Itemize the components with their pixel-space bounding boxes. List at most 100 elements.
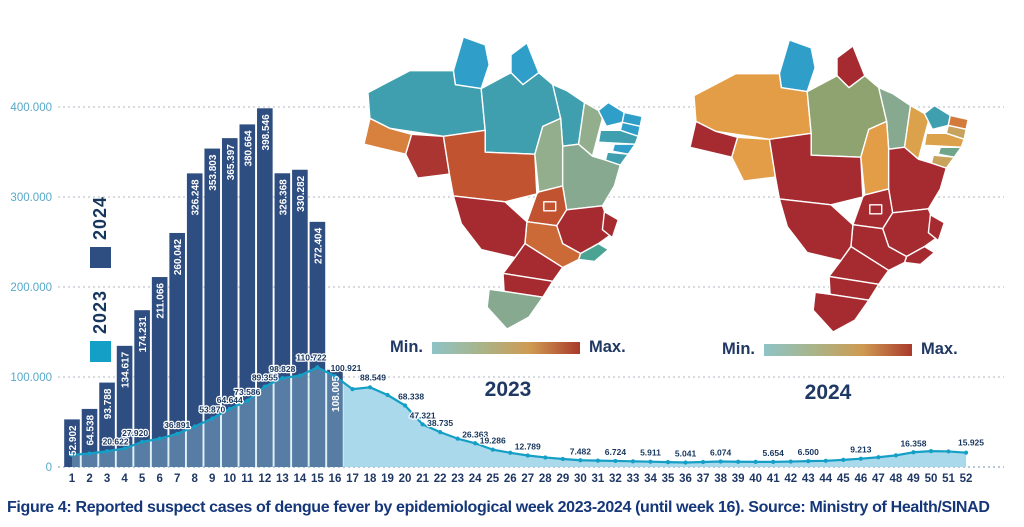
state-rr	[778, 39, 816, 93]
x-axis-tick: 40	[749, 473, 762, 485]
line-label-week-38: 6.074	[710, 448, 732, 458]
bar-label-week-10: 365.397	[226, 144, 237, 181]
line-label-week-52: 15.925	[958, 438, 984, 448]
point-week-5	[140, 439, 145, 444]
point-week-3	[104, 449, 110, 454]
state-ce	[597, 101, 625, 128]
line-label-week-16: 100.921	[331, 363, 362, 373]
point-week-31	[595, 458, 601, 463]
line-label-week-9: 53.870	[199, 405, 225, 415]
point-week-36	[683, 460, 688, 465]
legend-2024-label: 2024	[90, 196, 110, 241]
x-axis-tick: 44	[819, 473, 832, 485]
x-axis-tick: 37	[697, 473, 710, 485]
point-week-18	[367, 385, 373, 390]
bar-label-week-2: 64.538	[86, 414, 97, 445]
bar-week-3	[99, 382, 115, 467]
point-week-17	[350, 387, 355, 392]
line-label-week-21: 47.321	[410, 410, 436, 420]
x-axis-tick: 27	[521, 473, 534, 485]
state-rr	[452, 36, 490, 90]
x-axis-tick: 9	[209, 473, 215, 485]
x-axis-tick: 5	[139, 473, 146, 485]
x-axis-tick: 46	[854, 473, 867, 485]
line-label-week-12: 89.355	[252, 373, 278, 383]
map-title-2024: 2024	[804, 381, 852, 404]
x-axis-tick: 15	[311, 473, 324, 485]
line-label-week-49: 16.358	[900, 438, 926, 448]
point-week-24	[473, 441, 478, 446]
line-label-week-24: 26.363	[462, 429, 488, 439]
point-week-37	[700, 459, 706, 465]
x-axis-tick: 11	[241, 473, 254, 485]
gradient-bar-2023	[432, 341, 580, 354]
x-axis-tick: 39	[732, 473, 745, 485]
state-ac	[689, 120, 739, 158]
line-label-week-5: 27.920	[122, 428, 148, 438]
area-2023	[343, 382, 967, 467]
x-axis-tick: 36	[679, 473, 692, 485]
point-week-42	[788, 459, 793, 464]
x-axis-tick: 52	[960, 473, 973, 485]
x-axis-tick: 23	[451, 473, 464, 485]
state-ac	[363, 117, 413, 155]
line-label-week-18: 88.549	[360, 372, 386, 382]
x-axis-tick: 14	[293, 473, 306, 485]
bar-week-8	[186, 173, 203, 467]
state-pe	[923, 132, 965, 148]
state-df	[543, 201, 557, 212]
point-week-4	[122, 446, 127, 451]
point-week-32	[613, 458, 618, 464]
point-week-12	[262, 384, 267, 389]
min-label: Min.	[390, 338, 423, 356]
x-axis-tick: 21	[416, 473, 429, 485]
x-axis-tick: 1	[69, 473, 76, 485]
state-ms	[778, 198, 854, 262]
line-label-week-32: 6.724	[605, 447, 627, 457]
point-week-29	[560, 456, 565, 462]
state-rs	[486, 288, 544, 330]
min-label: Min.	[722, 340, 755, 358]
bar-week-13	[274, 173, 291, 467]
point-week-19	[385, 392, 390, 398]
bar-label-week-11: 380.664	[243, 130, 254, 167]
x-axis-tick: 47	[872, 473, 885, 485]
x-axis-tick: 25	[486, 473, 499, 485]
x-axis-tick: 16	[329, 473, 342, 485]
point-week-21	[420, 422, 425, 427]
bar-week-12	[257, 108, 273, 468]
point-week-11	[245, 398, 250, 403]
x-axis-tick: 3	[104, 473, 110, 485]
point-week-8	[192, 424, 197, 429]
brazil-choropleth-2024	[689, 39, 969, 333]
point-week-22	[438, 430, 443, 435]
x-axis-tick: 42	[784, 473, 797, 485]
line-label-week-46: 9.213	[850, 445, 872, 455]
point-week-34	[648, 459, 653, 464]
point-week-15	[315, 365, 320, 370]
state-es	[601, 211, 620, 239]
point-week-41	[771, 459, 776, 465]
bar-week-11	[239, 124, 256, 467]
x-axis-tick: 12	[258, 473, 271, 485]
point-week-51	[946, 449, 951, 454]
map-title-2023: 2023	[484, 378, 532, 401]
bar-week-16	[327, 369, 343, 467]
state-pe	[597, 129, 639, 145]
line-label-week-10: 64.644	[217, 395, 243, 405]
x-axis-tick: 20	[399, 473, 412, 485]
x-axis-tick: 22	[434, 473, 447, 485]
point-week-6	[157, 436, 162, 441]
max-label: Max.	[589, 338, 626, 356]
x-axis-tick: 48	[890, 473, 903, 485]
max-label: Max.	[921, 340, 958, 358]
y-axis-tick: 400.000	[10, 102, 52, 114]
state-pr	[502, 242, 564, 283]
line-label-week-27: 12.789	[515, 441, 541, 451]
x-axis-tick: 24	[469, 473, 482, 485]
x-axis-tick: 6	[156, 473, 162, 485]
x-axis-tick: 41	[767, 473, 780, 485]
figure-caption: Figure 4: Reported suspect cases of deng…	[7, 499, 990, 516]
point-week-27	[525, 453, 530, 458]
